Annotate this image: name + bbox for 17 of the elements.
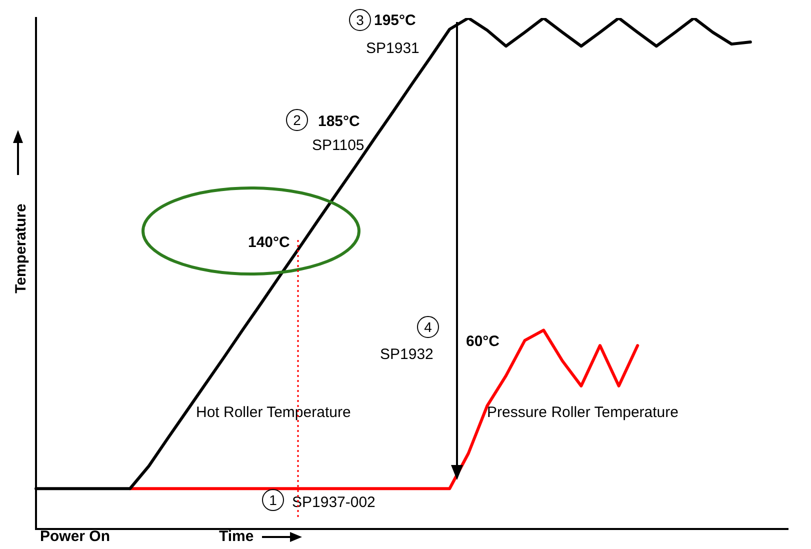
annotation: SP1937-002 — [292, 494, 376, 511]
series-label: Hot Roller Temperature — [196, 404, 351, 421]
annotation: 185°C — [318, 113, 360, 130]
series-label: Pressure Roller Temperature — [487, 404, 678, 421]
annotation: SP1105 — [312, 137, 364, 154]
annotation: 60°C — [466, 333, 500, 350]
annotation: 140°C — [248, 234, 290, 251]
annotation: Power On — [40, 528, 110, 545]
annotation: 195°C — [374, 12, 416, 29]
x-axis-title: Time — [219, 528, 254, 545]
annotation: SP1931 — [366, 40, 420, 57]
y-axis-title: Temperature — [12, 204, 30, 294]
annotation: 3 — [349, 9, 371, 31]
annotation: 4 — [417, 316, 439, 338]
annotation: SP1932 — [380, 346, 434, 363]
annotation: 2 — [286, 109, 308, 131]
annotation: 1 — [262, 489, 284, 511]
